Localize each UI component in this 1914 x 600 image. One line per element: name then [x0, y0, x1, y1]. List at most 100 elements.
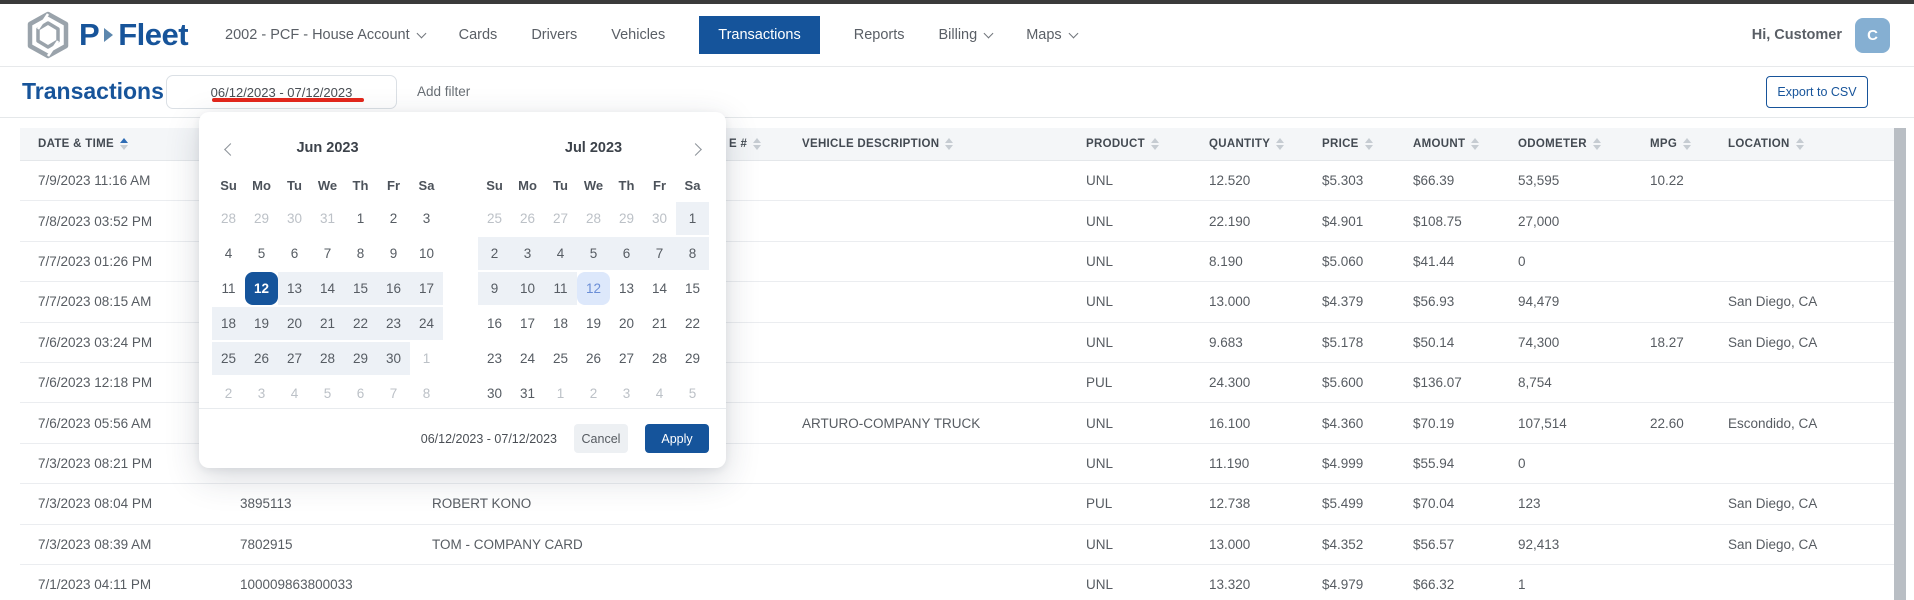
vertical-scrollbar[interactable]	[1894, 128, 1906, 600]
add-filter-button[interactable]: Add filter	[417, 84, 471, 99]
calendar-day[interactable]: 16	[478, 306, 511, 341]
calendar-day[interactable]: 21	[643, 306, 676, 341]
calendar-day[interactable]: 13	[278, 271, 311, 306]
calendar-day[interactable]: 29	[344, 341, 377, 376]
col-header-price[interactable]: PRICE	[1322, 138, 1413, 150]
nav-tab-transactions[interactable]: Transactions	[699, 16, 820, 54]
calendar-day[interactable]: 1	[676, 201, 709, 236]
calendar-day[interactable]: 2	[212, 376, 245, 411]
calendar-day[interactable]: 22	[344, 306, 377, 341]
calendar-day[interactable]: 20	[610, 306, 643, 341]
col-header-dt[interactable]: DATE & TIME	[38, 138, 240, 150]
nav-tab-drivers[interactable]: Drivers	[531, 27, 578, 43]
calendar-day[interactable]: 4	[278, 376, 311, 411]
calendar-day[interactable]: 7	[643, 236, 676, 271]
apply-button[interactable]: Apply	[645, 424, 709, 453]
calendar-day[interactable]: 9	[377, 236, 410, 271]
calendar-day[interactable]: 13	[610, 271, 643, 306]
calendar-day[interactable]: 12	[577, 271, 610, 306]
calendar-day[interactable]: 27	[610, 341, 643, 376]
calendar-day[interactable]: 1	[410, 341, 443, 376]
calendar-day[interactable]: 30	[478, 376, 511, 411]
calendar-day[interactable]: 3	[511, 236, 544, 271]
calendar-day[interactable]: 8	[344, 236, 377, 271]
calendar-day[interactable]: 4	[212, 236, 245, 271]
calendar-day[interactable]: 25	[544, 341, 577, 376]
calendar-day[interactable]: 1	[344, 201, 377, 236]
account-selector[interactable]: 2002 - PCF - House Account	[225, 27, 427, 43]
col-header-product[interactable]: PRODUCT	[1086, 138, 1209, 150]
calendar-day[interactable]: 25	[478, 201, 511, 236]
calendar-day[interactable]: 5	[245, 236, 278, 271]
calendar-day[interactable]: 29	[676, 341, 709, 376]
calendar-day[interactable]: 12	[245, 271, 278, 306]
calendar-day[interactable]: 19	[577, 306, 610, 341]
calendar-day[interactable]: 10	[511, 271, 544, 306]
calendar-day[interactable]: 31	[311, 201, 344, 236]
export-csv-button[interactable]: Export to CSV	[1766, 76, 1868, 108]
calendar-day[interactable]: 8	[410, 376, 443, 411]
calendar-day[interactable]: 7	[311, 236, 344, 271]
calendar-day[interactable]: 29	[245, 201, 278, 236]
calendar-day[interactable]: 7	[377, 376, 410, 411]
table-row[interactable]: 7/1/2023 04:11 PM 100009863800033 UNL 13.32…	[20, 564, 1894, 600]
calendar-day[interactable]: 16	[377, 271, 410, 306]
nav-tab-vehicles[interactable]: Vehicles	[611, 27, 666, 43]
calendar-day[interactable]: 28	[577, 201, 610, 236]
col-header-qty[interactable]: QUANTITY	[1209, 138, 1322, 150]
date-range-input[interactable]: 06/12/2023 - 07/12/2023	[166, 75, 397, 109]
calendar-day[interactable]: 31	[511, 376, 544, 411]
calendar-day[interactable]: 30	[643, 201, 676, 236]
calendar-day[interactable]: 26	[245, 341, 278, 376]
col-header-veh[interactable]: E #	[729, 138, 802, 150]
calendar-day[interactable]: 24	[511, 341, 544, 376]
calendar-day[interactable]: 28	[212, 201, 245, 236]
calendar-day[interactable]: 30	[278, 201, 311, 236]
calendar-day[interactable]: 11	[212, 271, 245, 306]
table-row[interactable]: 7/3/2023 08:39 AM 7802915 TOM - COMPANY CA…	[20, 524, 1894, 565]
calendar-day[interactable]: 23	[377, 306, 410, 341]
calendar-day[interactable]: 5	[577, 236, 610, 271]
calendar-day[interactable]: 28	[311, 341, 344, 376]
calendar-day[interactable]: 11	[544, 271, 577, 306]
calendar-day[interactable]: 24	[410, 306, 443, 341]
calendar-day[interactable]: 25	[212, 341, 245, 376]
calendar-day[interactable]: 15	[344, 271, 377, 306]
calendar-day[interactable]: 23	[478, 341, 511, 376]
nav-tab-maps[interactable]: Maps	[1026, 27, 1079, 43]
table-row[interactable]: 7/3/2023 08:04 PM 3895113 ROBERT KONO PUL 12…	[20, 484, 1894, 525]
col-header-odo[interactable]: ODOMETER	[1518, 138, 1650, 150]
calendar-day[interactable]: 27	[278, 341, 311, 376]
nav-tab-reports[interactable]: Reports	[853, 27, 905, 43]
calendar-day[interactable]: 28	[643, 341, 676, 376]
calendar-day[interactable]: 5	[311, 376, 344, 411]
calendar-day[interactable]: 17	[410, 271, 443, 306]
calendar-day[interactable]: 1	[544, 376, 577, 411]
calendar-day[interactable]: 17	[511, 306, 544, 341]
calendar-day[interactable]: 2	[577, 376, 610, 411]
col-header-mpg[interactable]: MPG	[1650, 138, 1728, 150]
calendar-day[interactable]: 30	[377, 341, 410, 376]
user-avatar[interactable]: C	[1855, 17, 1890, 53]
calendar-day[interactable]: 9	[478, 271, 511, 306]
calendar-day[interactable]: 18	[544, 306, 577, 341]
calendar-day[interactable]: 6	[278, 236, 311, 271]
calendar-day[interactable]: 5	[676, 376, 709, 411]
calendar-day[interactable]: 8	[676, 236, 709, 271]
cancel-button[interactable]: Cancel	[574, 424, 628, 453]
calendar-day[interactable]: 27	[544, 201, 577, 236]
calendar-day[interactable]: 6	[610, 236, 643, 271]
calendar-day[interactable]: 18	[212, 306, 245, 341]
calendar-day[interactable]: 22	[676, 306, 709, 341]
calendar-day[interactable]: 15	[676, 271, 709, 306]
col-header-amount[interactable]: AMOUNT	[1413, 138, 1518, 150]
calendar-day[interactable]: 3	[610, 376, 643, 411]
calendar-day[interactable]: 29	[610, 201, 643, 236]
calendar-day[interactable]: 3	[410, 201, 443, 236]
calendar-day[interactable]: 26	[511, 201, 544, 236]
calendar-day[interactable]: 14	[643, 271, 676, 306]
calendar-day[interactable]: 6	[344, 376, 377, 411]
calendar-day[interactable]: 20	[278, 306, 311, 341]
calendar-day[interactable]: 2	[377, 201, 410, 236]
calendar-day[interactable]: 14	[311, 271, 344, 306]
